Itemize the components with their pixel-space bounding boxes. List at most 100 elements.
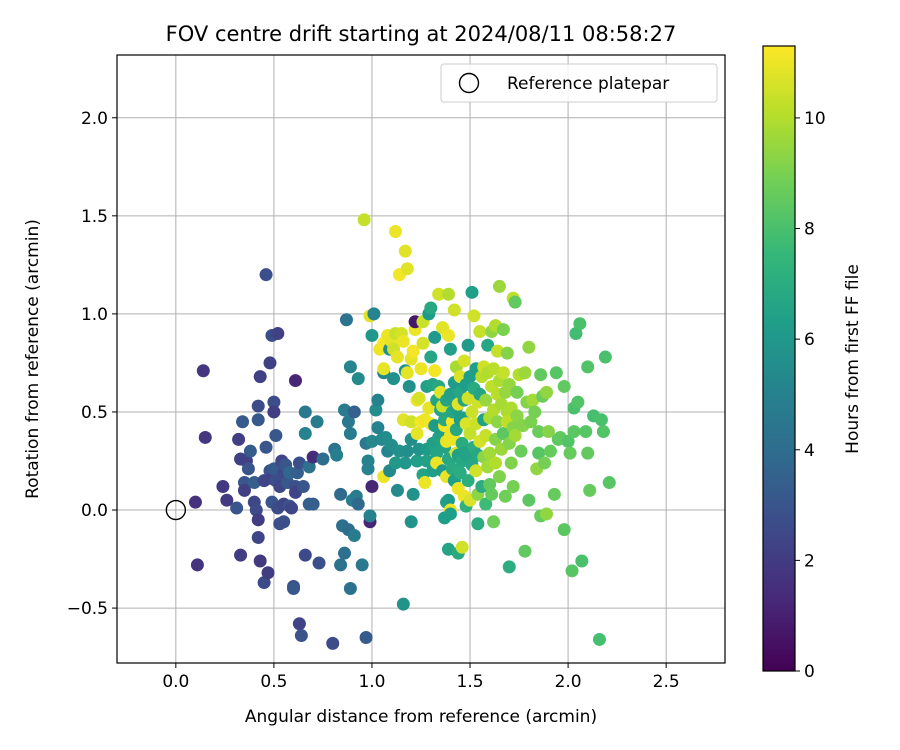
data-point (583, 483, 597, 497)
data-point (343, 427, 357, 441)
data-point (389, 225, 403, 239)
data-point (447, 303, 461, 317)
data-point (518, 366, 532, 380)
data-point (390, 483, 404, 497)
data-point (465, 405, 479, 419)
data-point (398, 456, 412, 470)
data-point (406, 344, 420, 358)
data-point (598, 350, 612, 364)
data-point (490, 415, 504, 429)
data-point (400, 366, 414, 380)
colorbar-gradient (762, 45, 796, 672)
x-tick-label: 1.0 (358, 672, 385, 692)
data-point (579, 425, 593, 439)
colorbar: 0 2 4 6 8 10 Hours from first FF file (762, 45, 863, 682)
data-point (310, 415, 324, 429)
data-point (541, 425, 555, 439)
colorbar-tick-label: 0 (804, 662, 815, 682)
data-point (457, 354, 471, 368)
data-point (441, 328, 455, 342)
data-point (294, 629, 308, 643)
data-point (490, 344, 504, 358)
grid (117, 55, 725, 663)
data-point (410, 427, 424, 441)
data-point (508, 295, 522, 309)
data-point (571, 395, 585, 409)
data-point (316, 452, 330, 466)
data-point (237, 483, 251, 497)
colorbar-tick-label: 6 (804, 330, 815, 350)
data-point (396, 334, 410, 348)
data-point (249, 503, 263, 517)
data-point (410, 454, 424, 468)
data-point (306, 450, 320, 464)
data-point (296, 479, 310, 493)
data-point (443, 507, 457, 521)
data-point (259, 268, 273, 282)
data-point (361, 454, 375, 468)
data-point (251, 413, 265, 427)
data-point (479, 497, 493, 511)
data-point (510, 385, 524, 399)
data-point (441, 493, 455, 507)
data-point (357, 213, 371, 227)
data-point (563, 446, 577, 460)
data-point (326, 636, 340, 650)
x-axis-label: Angular distance from reference (arcmin) (245, 707, 597, 727)
data-point (359, 631, 373, 645)
data-point (230, 501, 244, 515)
data-point (418, 476, 432, 490)
data-point (459, 417, 473, 431)
y-tick-label: 1.0 (81, 305, 108, 325)
data-point (424, 301, 438, 315)
data-point (487, 515, 501, 529)
y-tick-label: 0.0 (81, 501, 108, 521)
y-tick-label: 0.5 (81, 403, 108, 423)
data-point (216, 479, 230, 493)
data-point (389, 456, 403, 470)
data-point (404, 515, 418, 529)
data-point (528, 405, 542, 419)
x-tick-label: 2.0 (555, 672, 582, 692)
data-point (377, 362, 391, 376)
data-point (288, 374, 302, 388)
data-point (390, 350, 404, 364)
data-point (510, 409, 524, 423)
data-point (234, 548, 248, 562)
data-point (483, 478, 497, 492)
data-point (285, 501, 299, 515)
data-point (243, 444, 257, 458)
data-point (461, 391, 475, 405)
data-point (232, 432, 246, 446)
x-tick-label: 2.5 (653, 672, 680, 692)
y-axis-label: Rotation from reference (arcmin) (23, 219, 43, 499)
data-point (461, 338, 475, 352)
data-point (443, 387, 457, 401)
data-point (414, 362, 428, 376)
data-point (432, 287, 446, 301)
legend-reference-marker (458, 72, 480, 94)
data-point (557, 523, 571, 537)
data-point (387, 372, 401, 386)
data-point (485, 487, 499, 501)
data-point (465, 285, 479, 299)
data-point (292, 617, 306, 631)
data-point (487, 362, 501, 376)
data-point (543, 444, 557, 458)
colorbar-tick-label: 2 (804, 551, 815, 571)
data-point (441, 542, 455, 556)
data-point (298, 405, 312, 419)
data-point (455, 540, 469, 554)
data-point (292, 456, 306, 470)
data-point (398, 244, 412, 258)
data-point (467, 309, 481, 323)
data-point (540, 385, 554, 399)
data-point (404, 415, 418, 429)
data-point (506, 479, 520, 493)
data-point (532, 425, 546, 439)
data-point (269, 428, 283, 442)
data-point (471, 517, 485, 531)
colorbar-tick-label: 4 (804, 441, 815, 461)
x-tick-label: 0.0 (162, 672, 189, 692)
data-point (251, 513, 265, 527)
